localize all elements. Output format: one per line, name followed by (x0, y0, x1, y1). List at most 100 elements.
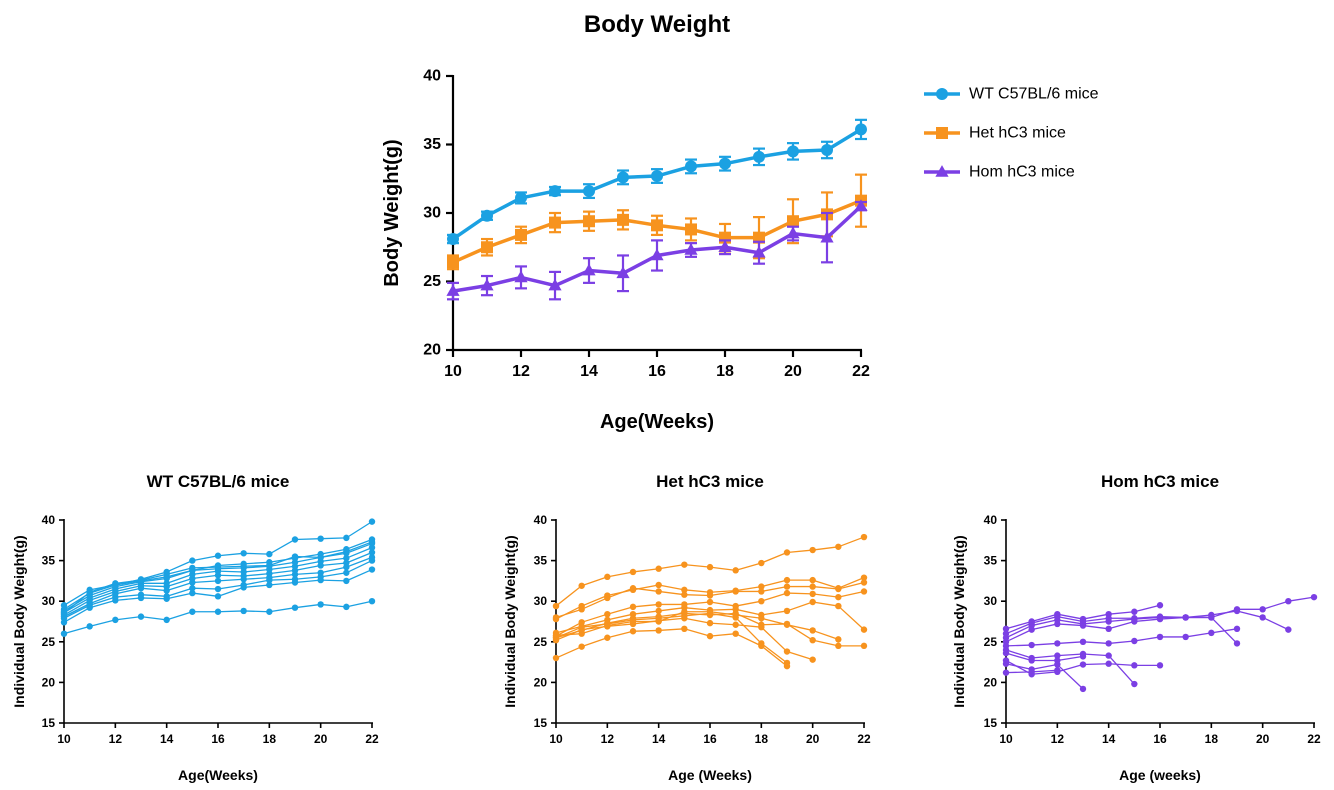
data-point (1259, 614, 1266, 621)
series-line (1005, 652, 1084, 662)
data-point (629, 603, 637, 611)
x-tick-label: 14 (160, 732, 174, 746)
x-tick-label: 18 (716, 363, 734, 380)
data-point (1054, 620, 1061, 628)
data-point (266, 608, 273, 615)
data-point (681, 625, 688, 633)
x-axis-label: Age (weeks) (1119, 767, 1201, 783)
series-line (555, 612, 788, 664)
y-axis-label: Individual Body Weight(g) (951, 535, 967, 707)
data-point (214, 585, 222, 593)
x-tick-label: 14 (652, 732, 666, 746)
series-4 (1002, 614, 1241, 647)
data-point (783, 662, 791, 670)
data-point (809, 576, 816, 584)
data-point (835, 602, 842, 610)
data-point (758, 623, 765, 631)
data-point (240, 550, 247, 557)
y-tick-label: 35 (423, 136, 441, 153)
data-point (240, 563, 247, 570)
chart-title: Het hC3 mice (656, 472, 764, 491)
x-tick-label: 22 (365, 732, 379, 746)
series-line (1005, 610, 1289, 639)
chart-4: Hom hC3 mice 15 20 25 30 35 40 10 12 14 16 18 20 22 Ag… (951, 472, 1321, 783)
series-1 (60, 598, 376, 637)
data-point (291, 536, 299, 543)
data-point (1054, 652, 1061, 659)
x-tick-label: 12 (601, 732, 615, 746)
legend-entry: WT C57BL/6 mice (969, 86, 1099, 103)
data-point (549, 185, 561, 198)
data-point (60, 630, 68, 637)
data-point (616, 266, 630, 279)
data-point (446, 284, 460, 296)
series-8 (1002, 657, 1164, 678)
data-point (655, 607, 662, 615)
data-point (481, 241, 493, 254)
data-point (860, 626, 868, 633)
data-point (1156, 633, 1164, 641)
data-point (549, 216, 561, 229)
x-tick-label: 20 (314, 732, 328, 746)
x-tick-label: 18 (263, 732, 277, 746)
y-tick-label: 20 (534, 675, 548, 689)
series-line (63, 600, 373, 635)
data-point (240, 581, 247, 589)
x-tick-label: 10 (444, 363, 462, 380)
data-point (1028, 668, 1035, 676)
y-tick-label: 30 (423, 205, 441, 222)
data-point (266, 550, 273, 558)
data-point (821, 143, 833, 156)
data-point (1131, 680, 1138, 688)
data-point (578, 582, 585, 589)
data-point (343, 534, 350, 542)
data-point (1002, 660, 1010, 667)
legend-entry: Hom hC3 mice (969, 164, 1075, 181)
data-point (783, 589, 791, 597)
series-10 (1002, 667, 1061, 676)
data-point (266, 562, 273, 569)
data-point (368, 554, 376, 561)
chart-title: Hom hC3 mice (1101, 472, 1219, 491)
data-point (604, 623, 611, 630)
data-point (291, 576, 299, 583)
data-point (343, 554, 350, 562)
x-tick-label: 16 (1153, 732, 1167, 746)
data-point (758, 588, 765, 595)
data-point (783, 576, 791, 584)
data-point (617, 171, 629, 184)
legend-marker (935, 165, 949, 177)
data-point (86, 586, 93, 594)
x-tick-label: 16 (211, 732, 225, 746)
data-point (753, 231, 765, 244)
data-point (514, 270, 528, 283)
series-9 (552, 615, 816, 663)
data-point (1002, 649, 1010, 657)
series-line (1005, 616, 1238, 644)
x-tick-label: 20 (784, 363, 802, 380)
x-tick-label: 10 (999, 732, 1013, 746)
data-point (1208, 629, 1215, 637)
data-point (629, 585, 637, 592)
data-point (732, 614, 739, 621)
data-point (1105, 652, 1112, 659)
data-point (655, 617, 662, 624)
data-point (1079, 653, 1087, 660)
data-point (651, 170, 663, 183)
data-point (706, 598, 714, 606)
series-3 (552, 579, 868, 621)
data-point (706, 632, 714, 640)
data-point (368, 538, 376, 546)
chart-2: WT C57BL/6 mice 15 20 25 30 35 40 10 12 14 16 18 20 2… (11, 472, 379, 783)
y-tick-label: 30 (42, 594, 56, 608)
data-point (1156, 662, 1164, 669)
series-3 (446, 199, 868, 301)
series-10 (60, 518, 376, 609)
data-point (189, 557, 196, 564)
data-point (629, 568, 637, 576)
data-point (655, 588, 662, 595)
data-point (163, 580, 170, 587)
data-point (481, 209, 493, 222)
y-tick-label: 40 (534, 513, 548, 527)
series-line (555, 628, 788, 667)
